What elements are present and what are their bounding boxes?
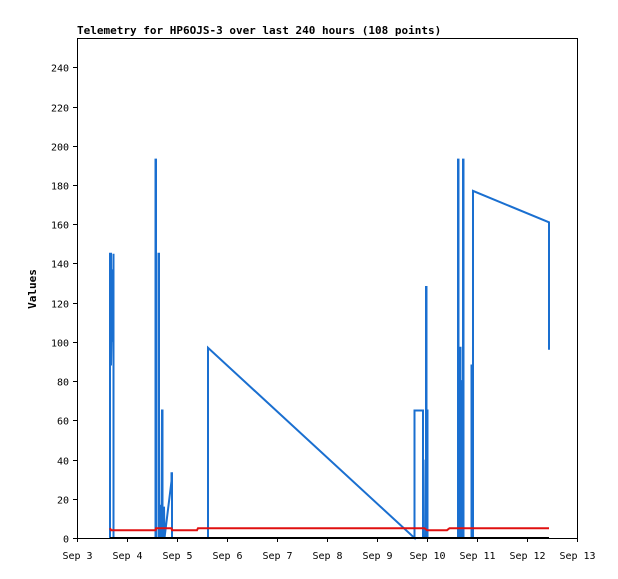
y-tick-label: 120 [51,300,69,311]
x-tick-label: Sep 8 [312,551,342,562]
y-tick-label: 240 [51,64,69,75]
y-tick-label: 60 [57,417,69,428]
y-axis-label: Values [26,269,39,309]
plot-frame [77,38,578,539]
y-tick-label: 100 [51,339,69,350]
y-tick-label: 40 [57,457,69,468]
chart-title: Telemetry for HP6OJS-3 over last 240 hou… [77,24,441,37]
x-tick-label: Sep 13 [559,551,595,562]
series-line-2 [109,527,549,532]
x-axis: Sep 3 Sep 4 Sep 5 Sep 6 Sep 7 Sep 8 Sep 9 Sep 1… [62,538,596,562]
x-tick-label: Sep 10 [409,551,445,562]
series-line-1 [109,158,550,541]
x-tick-label: Sep 11 [459,551,495,562]
y-tick-label: 220 [51,104,69,115]
y-tick-label: 20 [57,496,69,507]
y-tick-label: 140 [51,260,69,271]
y-tick-label: 160 [51,221,69,232]
y-tick-label: 200 [51,143,69,154]
y-tick-label: 80 [57,378,69,389]
y-axis: 0 20 40 60 80 100 120 140 160 180 200 220 240 [51,64,77,546]
y-tick-label: 180 [51,182,69,193]
y-tick-label: 0 [63,535,69,546]
x-tick-label: Sep 7 [262,551,292,562]
x-tick-label: Sep 6 [212,551,242,562]
x-tick-label: Sep 9 [362,551,392,562]
x-tick-label: Sep 5 [162,551,192,562]
x-tick-label: Sep 12 [509,551,545,562]
x-tick-label: Sep 3 [62,551,92,562]
x-tick-label: Sep 4 [112,551,142,562]
series-layer [109,158,550,541]
